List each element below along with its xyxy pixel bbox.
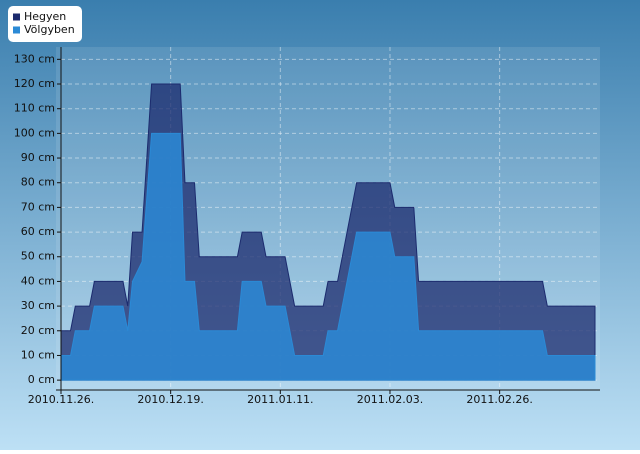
legend-label: Völgyben	[24, 23, 75, 36]
y-tick-label: 120 cm	[14, 77, 55, 90]
legend	[8, 6, 82, 42]
y-tick-label: 70 cm	[21, 200, 55, 213]
y-tick-label: 30 cm	[21, 299, 55, 312]
legend-swatch	[13, 26, 20, 34]
x-tick-label: 2011.02.03.	[357, 393, 423, 406]
x-tick-label: 2010.12.19.	[137, 393, 203, 406]
y-tick-label: 20 cm	[21, 324, 55, 337]
y-tick-label: 10 cm	[21, 348, 55, 361]
y-tick-label: 60 cm	[21, 225, 55, 238]
y-tick-label: 0 cm	[28, 373, 55, 386]
area	[60, 132, 596, 381]
y-tick-label: 130 cm	[14, 52, 55, 65]
x-tick-label: 2011.02.26.	[466, 393, 532, 406]
legend-label: Hegyen	[24, 10, 66, 23]
y-tick-label: 110 cm	[14, 102, 55, 115]
y-tick-label: 90 cm	[21, 151, 55, 164]
x-tick-label: 2011.01.11.	[247, 393, 313, 406]
y-tick-label: 50 cm	[21, 250, 55, 263]
y-tick-label: 100 cm	[14, 126, 55, 139]
x-tick-label: 2010.11.26.	[28, 393, 94, 406]
y-tick-label: 40 cm	[21, 274, 55, 287]
legend-swatch	[13, 13, 20, 21]
y-tick-label: 80 cm	[21, 176, 55, 189]
